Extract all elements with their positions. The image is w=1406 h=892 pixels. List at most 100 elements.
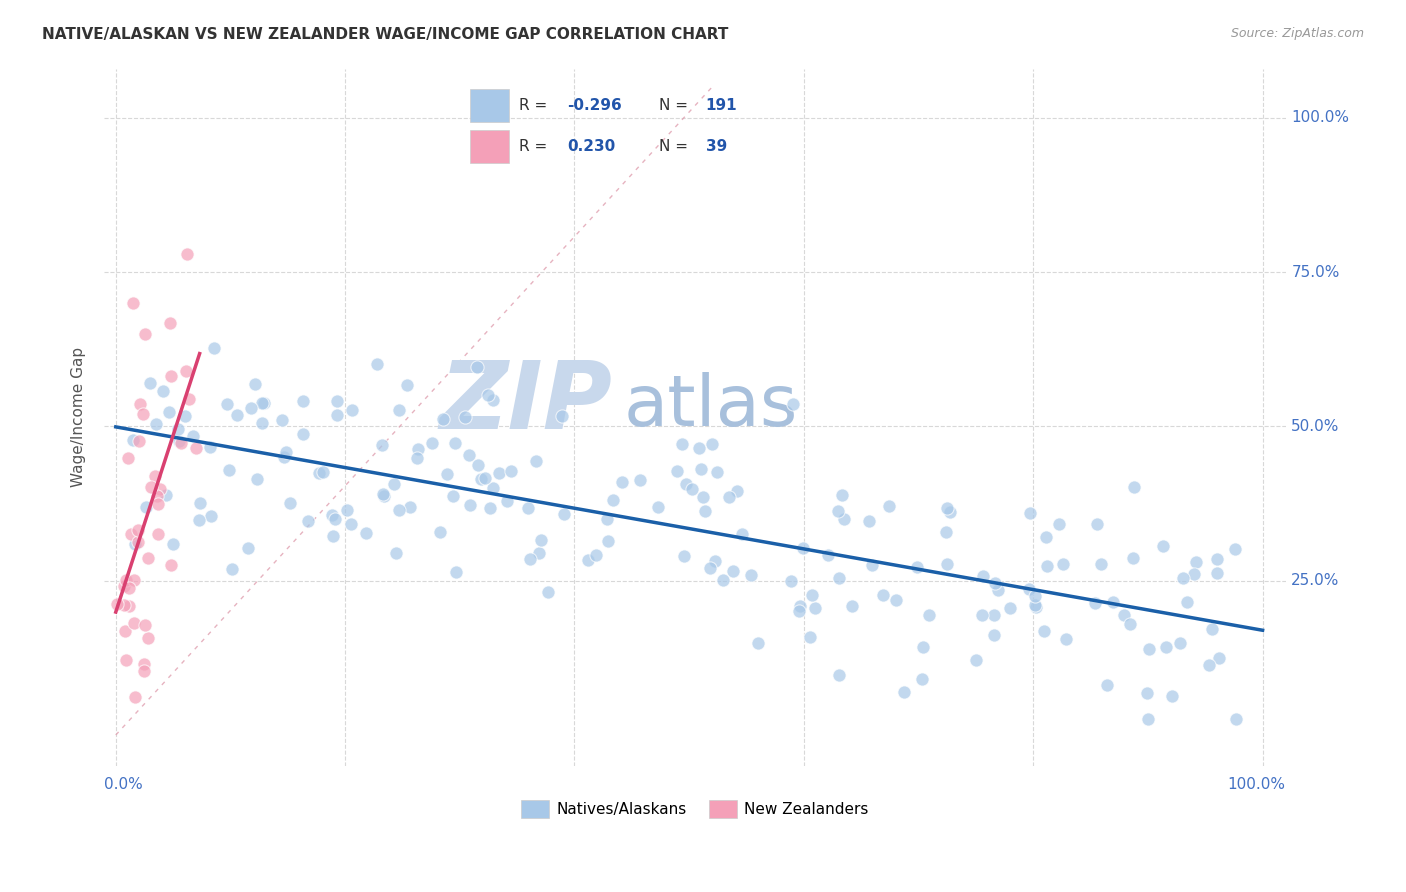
Point: [1024, 599, 1046, 613]
Point: [1175, 595, 1198, 609]
Point: [134, 618, 156, 632]
Point: [998, 601, 1021, 615]
Point: [120, 526, 142, 541]
Text: 0.0%: 0.0%: [104, 777, 143, 792]
Point: [787, 603, 810, 617]
Point: [291, 426, 314, 441]
Point: [699, 561, 721, 575]
Point: [127, 535, 149, 549]
Point: [596, 512, 619, 526]
Point: [1152, 539, 1174, 553]
Point: [128, 434, 150, 448]
Point: [1035, 530, 1057, 544]
Point: [703, 554, 725, 568]
Point: [872, 588, 894, 602]
Point: [939, 505, 962, 519]
Point: [1114, 607, 1136, 622]
Point: [121, 296, 143, 310]
Point: [1019, 506, 1042, 520]
Point: [326, 393, 349, 408]
Text: atlas: atlas: [624, 372, 799, 442]
Text: 75.0%: 75.0%: [1291, 265, 1340, 280]
Point: [246, 472, 269, 486]
Point: [495, 493, 517, 508]
Point: [127, 524, 149, 538]
Point: [420, 436, 443, 450]
Point: [174, 364, 197, 378]
Point: [170, 436, 193, 450]
Point: [250, 416, 273, 430]
Point: [321, 508, 343, 522]
Point: [711, 574, 734, 588]
Point: [1024, 589, 1046, 603]
Point: [157, 405, 180, 419]
Point: [858, 514, 880, 528]
Point: [441, 489, 464, 503]
Point: [585, 548, 607, 562]
Text: Source: ZipAtlas.com: Source: ZipAtlas.com: [1230, 27, 1364, 40]
Point: [740, 568, 762, 582]
Point: [860, 558, 883, 573]
Text: 100.0%: 100.0%: [1227, 777, 1285, 792]
Point: [132, 407, 155, 421]
Point: [467, 458, 489, 472]
Point: [340, 402, 363, 417]
Point: [143, 469, 166, 483]
Point: [1122, 550, 1144, 565]
Legend: Natives/Alaskans, New Zealanders: Natives/Alaskans, New Zealanders: [515, 794, 875, 824]
Point: [432, 412, 454, 426]
Point: [124, 536, 146, 550]
Point: [200, 440, 222, 454]
Point: [481, 392, 503, 407]
Point: [139, 376, 162, 390]
Point: [1182, 566, 1205, 581]
Point: [152, 384, 174, 398]
Point: [1225, 712, 1247, 726]
Point: [1137, 641, 1160, 656]
Point: [177, 392, 200, 407]
Point: [804, 601, 827, 615]
Point: [799, 630, 821, 644]
Text: 100.0%: 100.0%: [1291, 111, 1350, 126]
Point: [1018, 582, 1040, 596]
Point: [406, 442, 429, 457]
Point: [828, 571, 851, 585]
Point: [160, 558, 183, 573]
Point: [135, 500, 157, 514]
Point: [474, 471, 496, 485]
Point: [1184, 555, 1206, 569]
Point: [695, 503, 717, 517]
Point: [169, 434, 191, 448]
Point: [465, 359, 488, 374]
Point: [972, 607, 994, 622]
Point: [1206, 551, 1229, 566]
Point: [226, 409, 249, 423]
Point: [817, 548, 839, 562]
Point: [1198, 658, 1220, 673]
Point: [117, 450, 139, 465]
Point: [145, 417, 167, 432]
Point: [551, 409, 574, 424]
Point: [458, 498, 481, 512]
Point: [155, 488, 177, 502]
Point: [454, 409, 477, 424]
Point: [1052, 557, 1074, 571]
Point: [326, 408, 349, 422]
Point: [690, 461, 713, 475]
Point: [529, 533, 551, 547]
Point: [274, 445, 297, 459]
Point: [1085, 517, 1108, 532]
Point: [1201, 622, 1223, 636]
Point: [1032, 624, 1054, 638]
Point: [935, 557, 957, 571]
Point: [1025, 600, 1047, 615]
Point: [112, 598, 135, 612]
Point: [936, 501, 959, 516]
Point: [828, 668, 851, 682]
Point: [167, 422, 190, 436]
Point: [780, 574, 803, 588]
Point: [488, 466, 510, 480]
Point: [250, 395, 273, 409]
Point: [134, 664, 156, 678]
Y-axis label: Wage/Income Gap: Wage/Income Gap: [72, 347, 86, 487]
